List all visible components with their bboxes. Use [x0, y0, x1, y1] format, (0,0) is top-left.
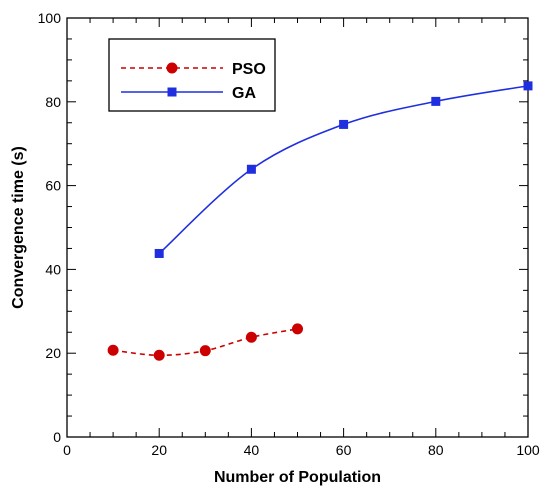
y-tick-label: 80	[45, 94, 61, 110]
x-tick-label: 20	[151, 442, 167, 458]
legend-label-ga: GA	[232, 85, 256, 102]
x-tick-label: 60	[336, 442, 352, 458]
y-tick-label: 40	[45, 261, 61, 277]
data-point-ga	[246, 164, 256, 174]
y-tick-label: 60	[45, 178, 61, 194]
legend-box	[108, 38, 276, 112]
data-point-ga	[339, 119, 349, 129]
x-tick-label: 100	[516, 442, 540, 458]
series-ga	[154, 81, 533, 258]
legend-group: PSO GA	[108, 38, 276, 112]
data-point-ga	[523, 81, 533, 91]
x-tick-label: 80	[428, 442, 444, 458]
x-tick-label: 0	[63, 442, 71, 458]
y-tick-label: 100	[38, 10, 62, 26]
data-point-pso	[153, 349, 165, 361]
legend-marker-ga	[167, 87, 177, 97]
x-axis-title: Number of Population	[214, 469, 381, 486]
legend-marker-pso	[166, 62, 178, 74]
series-pso	[107, 323, 303, 361]
y-tick-label: 20	[45, 345, 61, 361]
x-tick-label: 40	[244, 442, 260, 458]
y-axis-title: Convergence time (s)	[10, 146, 27, 309]
data-point-pso	[199, 345, 211, 357]
data-point-ga	[154, 248, 164, 258]
data-point-ga	[431, 96, 441, 106]
data-point-pso	[245, 331, 257, 343]
data-point-pso	[292, 323, 303, 335]
plot-group	[107, 81, 533, 361]
data-point-pso	[107, 344, 119, 356]
axes-group: 0 20 40 60 80 100 0 20 40 60 80 100 Number of Popula…	[10, 10, 540, 486]
legend-label-pso: PSO	[232, 61, 266, 78]
y-tick-label: 0	[53, 429, 61, 445]
